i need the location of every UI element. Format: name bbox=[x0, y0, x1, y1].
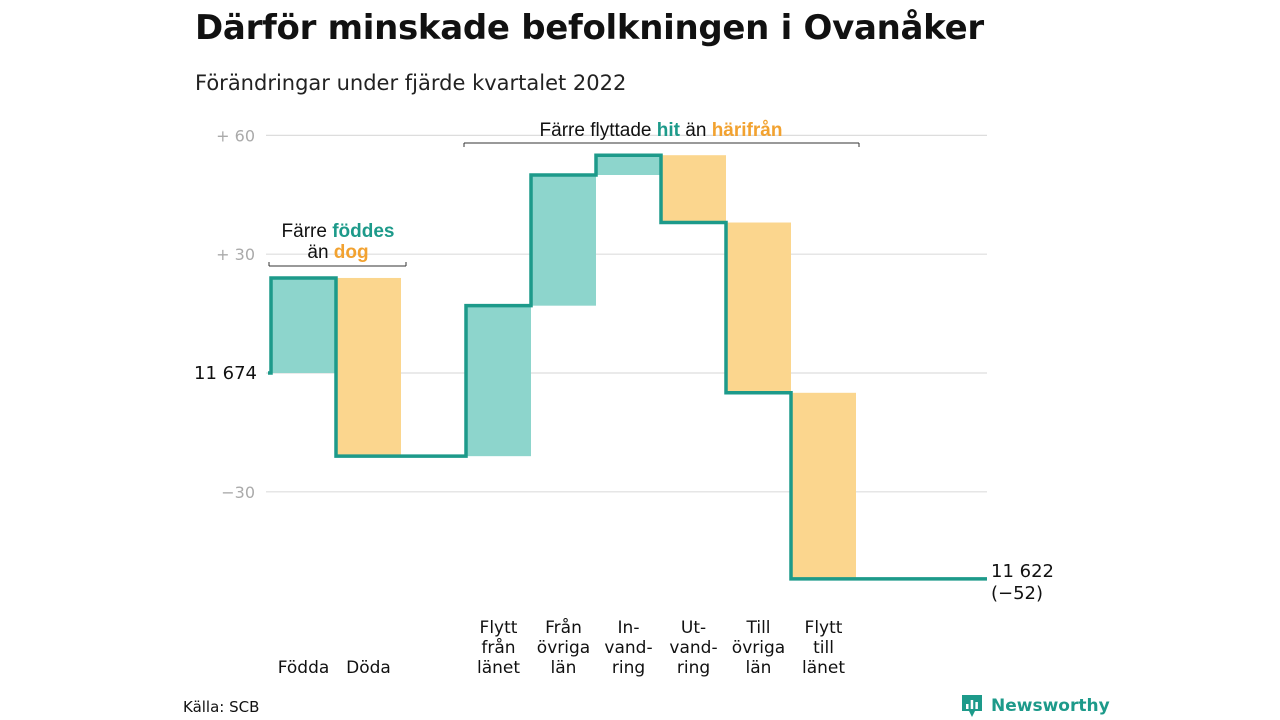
bar-step-4 bbox=[531, 175, 596, 306]
births-annotation-line2: än dog bbox=[307, 242, 368, 263]
bar-step-1 bbox=[336, 277, 401, 457]
bar-step-8 bbox=[791, 392, 856, 579]
category-label: länet bbox=[802, 658, 845, 678]
category-label: övriga bbox=[537, 638, 590, 658]
category-label: Från bbox=[545, 617, 582, 638]
end-value-label: 11 622 bbox=[991, 561, 1054, 582]
source-note: Källa: SCB bbox=[183, 698, 260, 716]
y-tick-label: + 60 bbox=[216, 126, 255, 145]
bar-step-7 bbox=[726, 222, 791, 393]
chart-subtitle: Förändringar under fjärde kvartalet 2022 bbox=[195, 71, 627, 95]
brand-logo: Newsworthy bbox=[960, 693, 1110, 719]
step-line bbox=[268, 153, 987, 581]
category-label: länet bbox=[477, 658, 520, 678]
category-label: vand- bbox=[669, 638, 717, 658]
start-value-label: 11 674 bbox=[194, 363, 257, 384]
moves-annotation: Färre flyttade hit än härifrån bbox=[463, 120, 860, 147]
category-label: Döda bbox=[346, 658, 391, 678]
category-label: ring bbox=[612, 658, 645, 678]
category-label: från bbox=[481, 637, 515, 658]
category-label: övriga bbox=[732, 638, 785, 658]
bar-step-3 bbox=[466, 305, 531, 457]
category-label: Till bbox=[745, 618, 770, 638]
births-annotation-line1: Färre föddes bbox=[282, 221, 395, 242]
brand-name: Newsworthy bbox=[991, 696, 1110, 716]
y-tick-label: + 30 bbox=[216, 245, 255, 264]
category-label: till bbox=[813, 638, 834, 658]
category-label: Flytt bbox=[805, 618, 843, 638]
category-label: län bbox=[746, 658, 772, 678]
chart-title: Därför minskade befolkningen i Ovanåker bbox=[195, 8, 984, 48]
category-label: Födda bbox=[278, 658, 330, 678]
category-label: län bbox=[551, 658, 577, 678]
moves-annotation-text: Färre flyttade hit än härifrån bbox=[540, 120, 783, 141]
newsworthy-icon bbox=[962, 695, 982, 717]
category-label: Flytt bbox=[480, 618, 518, 638]
category-label: Ut- bbox=[681, 618, 706, 638]
category-label: In- bbox=[618, 618, 640, 638]
bar-step-0 bbox=[271, 277, 336, 373]
category-label: ring bbox=[677, 658, 710, 678]
bars bbox=[271, 155, 856, 579]
y-tick-label: −30 bbox=[221, 483, 255, 502]
category-label: vand- bbox=[604, 638, 652, 658]
end-change-label: (−52) bbox=[991, 583, 1043, 604]
bar-step-6 bbox=[661, 155, 726, 223]
births-annotation: Färre föddes än dog bbox=[268, 221, 407, 267]
cumulative-step-line bbox=[268, 153, 987, 581]
bar-step-5 bbox=[596, 155, 661, 175]
